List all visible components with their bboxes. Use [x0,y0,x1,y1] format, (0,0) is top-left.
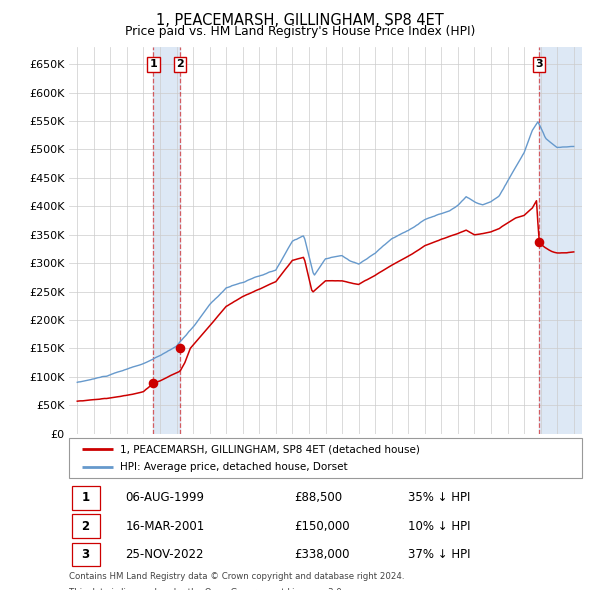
Text: 3: 3 [535,59,543,69]
Bar [539,47,582,434]
Text: 35% ↓ HPI: 35% ↓ HPI [407,491,470,504]
Text: £88,500: £88,500 [295,491,343,504]
Text: 25-NOV-2022: 25-NOV-2022 [125,548,204,561]
Text: 06-AUG-1999: 06-AUG-1999 [125,491,205,504]
Text: HPI: Average price, detached house, Dorset: HPI: Average price, detached house, Dors… [121,463,348,473]
Text: 1: 1 [82,491,90,504]
Text: 37% ↓ HPI: 37% ↓ HPI [407,548,470,561]
Text: Contains HM Land Registry data © Crown copyright and database right 2024.: Contains HM Land Registry data © Crown c… [69,572,404,581]
Text: Price paid vs. HM Land Registry's House Price Index (HPI): Price paid vs. HM Land Registry's House … [125,25,475,38]
Text: £338,000: £338,000 [295,548,350,561]
Bar [71,543,100,566]
Text: 3: 3 [82,548,90,561]
Bar [71,486,100,510]
Text: 1, PEACEMARSH, GILLINGHAM, SP8 4ET: 1, PEACEMARSH, GILLINGHAM, SP8 4ET [156,13,444,28]
Point [148,379,158,388]
Text: 1, PEACEMARSH, GILLINGHAM, SP8 4ET (detached house): 1, PEACEMARSH, GILLINGHAM, SP8 4ET (deta… [121,444,420,454]
Text: 1: 1 [149,59,157,69]
Bar [71,514,100,538]
Bar [153,47,180,434]
Text: 2: 2 [176,59,184,69]
Text: 10% ↓ HPI: 10% ↓ HPI [407,520,470,533]
Point [175,344,185,353]
Text: This data is licensed under the Open Government Licence v3.0.: This data is licensed under the Open Gov… [69,588,344,590]
Text: £150,000: £150,000 [295,520,350,533]
Text: 16-MAR-2001: 16-MAR-2001 [125,520,205,533]
Text: 2: 2 [82,520,90,533]
Point [534,237,544,246]
